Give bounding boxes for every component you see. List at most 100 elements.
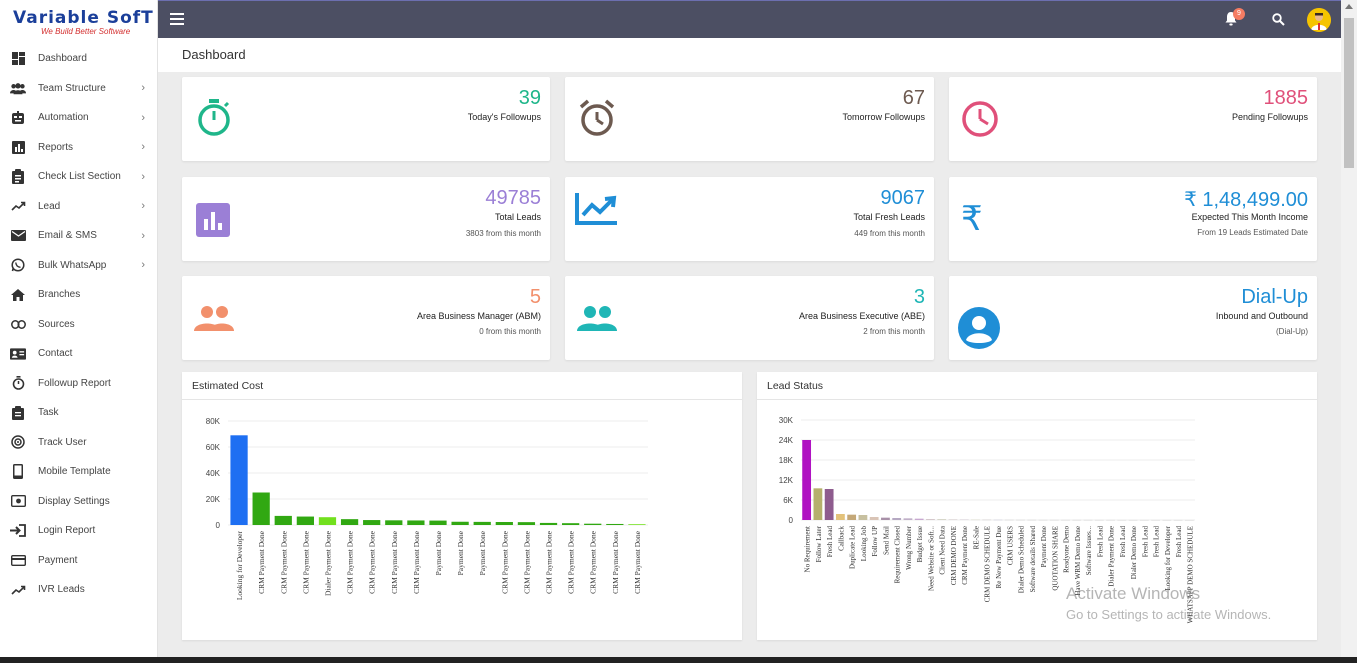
- sidebar-item-ivr-leads[interactable]: IVR Leads: [0, 575, 157, 605]
- menu-toggle-icon[interactable]: [170, 13, 184, 25]
- sidebar-item-dashboard[interactable]: Dashboard: [0, 44, 157, 74]
- bar[interactable]: [1184, 519, 1194, 521]
- bar[interactable]: [993, 519, 1003, 521]
- bar[interactable]: [1016, 519, 1025, 521]
- sidebar-item-payment[interactable]: Payment: [0, 546, 157, 576]
- bar[interactable]: [451, 521, 469, 525]
- tomorrow-followups-card[interactable]: 67 Tomorrow Followups: [565, 77, 934, 161]
- bar[interactable]: [495, 522, 513, 525]
- todays-followups-card[interactable]: 39 Today's Followups: [182, 77, 550, 161]
- bar[interactable]: [1049, 519, 1059, 521]
- sidebar-item-bulk-whatsapp[interactable]: Bulk WhatsApp ›: [0, 251, 157, 281]
- sidebar-item-lead[interactable]: Lead ›: [0, 192, 157, 222]
- bar[interactable]: [363, 520, 381, 525]
- bar[interactable]: [982, 519, 992, 521]
- abm-card[interactable]: 5 Area Business Manager (ABM) 0 from thi…: [182, 276, 550, 360]
- x-tick-label: CRM Payment Done: [346, 530, 355, 594]
- bar[interactable]: [959, 519, 969, 521]
- user-avatar[interactable]: [1307, 8, 1331, 32]
- bar[interactable]: [318, 517, 337, 525]
- sidebar-item-followup-report[interactable]: Followup Report: [0, 369, 157, 399]
- bar[interactable]: [1106, 519, 1115, 521]
- chevron-right-icon: ›: [141, 259, 145, 272]
- sidebar-item-branches[interactable]: Branches: [0, 280, 157, 310]
- bar[interactable]: [517, 522, 536, 525]
- sidebar-item-display-settings[interactable]: Display Settings: [0, 487, 157, 517]
- sidebar-item-check-list-section[interactable]: Check List Section ›: [0, 162, 157, 192]
- bar[interactable]: [858, 515, 868, 520]
- bar[interactable]: [539, 522, 558, 525]
- bar[interactable]: [836, 514, 845, 520]
- bar[interactable]: [1117, 519, 1127, 521]
- x-tick-label: Duplicate Lead: [849, 526, 857, 569]
- bar[interactable]: [1139, 519, 1149, 521]
- bar[interactable]: [628, 524, 646, 525]
- bar[interactable]: [1151, 519, 1160, 521]
- sidebar-item-automation[interactable]: Automation ›: [0, 103, 157, 133]
- y-tick-label: 18K: [779, 456, 794, 465]
- bar[interactable]: [296, 516, 314, 525]
- bar[interactable]: [802, 440, 812, 520]
- sidebar-item-sources[interactable]: Sources: [0, 310, 157, 340]
- bar[interactable]: [1038, 519, 1048, 521]
- bar[interactable]: [407, 520, 425, 525]
- bar[interactable]: [1162, 519, 1172, 521]
- sidebar-item-label: Followup Report: [38, 377, 111, 389]
- bar[interactable]: [813, 488, 823, 520]
- scrollbar-thumb[interactable]: [1344, 18, 1354, 168]
- pending-followups-card[interactable]: 1885 Pending Followups: [949, 77, 1317, 161]
- bar[interactable]: [892, 518, 902, 520]
- bar[interactable]: [881, 517, 890, 520]
- sidebar-item-contact[interactable]: Contact: [0, 339, 157, 369]
- bar[interactable]: [1128, 519, 1138, 521]
- bar[interactable]: [1027, 519, 1037, 521]
- bar[interactable]: [824, 489, 834, 520]
- bar[interactable]: [903, 518, 913, 520]
- bar[interactable]: [562, 523, 580, 525]
- sidebar-item-team-structure[interactable]: Team Structure ›: [0, 74, 157, 104]
- sidebar-item-track-user[interactable]: Track User: [0, 428, 157, 458]
- bar[interactable]: [847, 514, 857, 520]
- x-tick-label: Looking for Developer: [235, 531, 244, 601]
- bar[interactable]: [274, 515, 292, 525]
- bar[interactable]: [584, 523, 602, 525]
- bar[interactable]: [1061, 519, 1070, 521]
- bar[interactable]: [1173, 519, 1183, 521]
- group-icon: [576, 304, 618, 337]
- total-leads-card[interactable]: 49785 Total Leads 3803 from this month: [182, 177, 550, 261]
- bar[interactable]: [230, 435, 248, 525]
- scroll-up-icon[interactable]: [1345, 4, 1353, 9]
- sidebar-item-task[interactable]: Task: [0, 398, 157, 428]
- dialup-value: Dial-Up: [1241, 286, 1308, 308]
- abe-card[interactable]: 3 Area Business Executive (ABE) 2 from t…: [565, 276, 934, 360]
- x-tick-label: CRM Payment Done: [301, 530, 310, 594]
- bar[interactable]: [869, 517, 879, 520]
- fresh-leads-card[interactable]: 9067 Total Fresh Leads 449 from this mon…: [565, 177, 934, 261]
- bar[interactable]: [606, 523, 624, 525]
- bar[interactable]: [473, 521, 491, 525]
- bar[interactable]: [429, 520, 447, 525]
- sidebar-item-label: Login Report: [38, 525, 96, 537]
- bar[interactable]: [1094, 519, 1104, 521]
- bar[interactable]: [1004, 519, 1014, 521]
- bar[interactable]: [340, 519, 359, 525]
- bar[interactable]: [914, 518, 924, 520]
- sidebar-item-reports[interactable]: Reports ›: [0, 133, 157, 163]
- sidebar-item-login-report[interactable]: Login Report: [0, 516, 157, 546]
- sidebar-item-mobile-template[interactable]: Mobile Template: [0, 457, 157, 487]
- sidebar-item-email-sms[interactable]: Email & SMS ›: [0, 221, 157, 251]
- expected-income-card[interactable]: ₹ ₹ 1,48,499.00 Expected This Month Inco…: [949, 177, 1317, 261]
- bar[interactable]: [971, 519, 980, 521]
- sidebar-item-label: Bulk WhatsApp: [38, 259, 107, 271]
- brand-logo[interactable]: Variable SofT We Build Better Software: [0, 0, 157, 42]
- bar[interactable]: [1072, 519, 1082, 521]
- bar[interactable]: [1083, 519, 1093, 521]
- bar[interactable]: [937, 519, 947, 520]
- page-scrollbar[interactable]: [1341, 0, 1357, 663]
- dialup-card[interactable]: Dial-Up Inbound and Outbound (Dial-Up): [949, 276, 1317, 360]
- search-icon[interactable]: [1272, 13, 1285, 31]
- bar[interactable]: [385, 520, 403, 525]
- bar[interactable]: [926, 519, 935, 520]
- bar[interactable]: [252, 492, 270, 526]
- bar[interactable]: [948, 519, 958, 520]
